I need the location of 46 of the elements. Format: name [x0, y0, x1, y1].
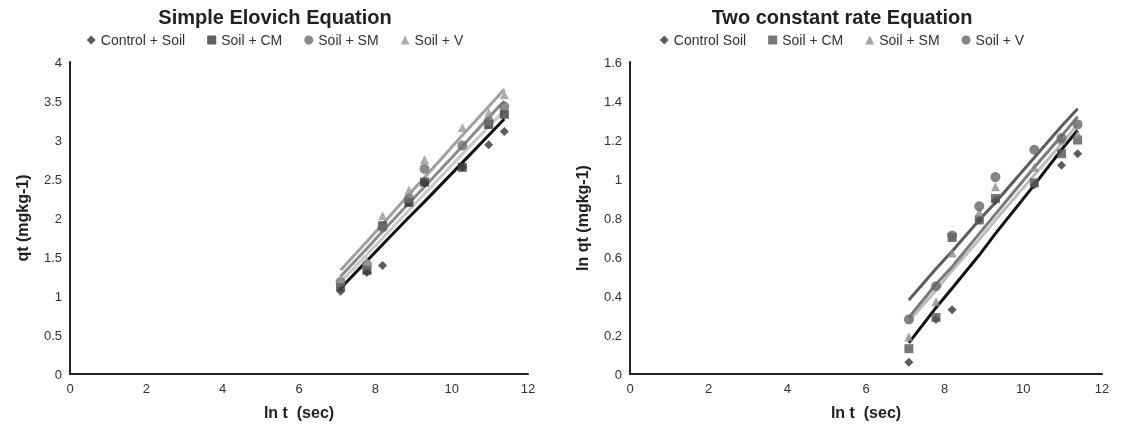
- y-tick-label: 0: [614, 366, 622, 382]
- y-tick-label: 0.2: [603, 327, 622, 343]
- legend-label: Control Soil: [673, 32, 747, 48]
- legend-label: Soil + SM: [879, 32, 940, 48]
- legend-label: Soil + SM: [318, 32, 379, 48]
- chart-title: Two constant rate Equation: [711, 6, 973, 28]
- y-tick-label: 1: [614, 171, 622, 187]
- legend-label: Control + Soil: [100, 32, 186, 48]
- x-tick-label: 2: [705, 381, 713, 396]
- y-tick-label: 1: [54, 288, 62, 304]
- y-tick-label: 0.8: [603, 210, 622, 226]
- y-tick-label: 3: [54, 132, 62, 148]
- x-tick-label: 4: [783, 381, 791, 396]
- y-tick-label: 1.5: [43, 249, 62, 265]
- x-axis-title: ln t (sec): [263, 403, 335, 421]
- legend-label: Soil + CM: [782, 32, 844, 48]
- legend-label: Soil + CM: [221, 32, 283, 48]
- y-tick-label: 4: [54, 54, 62, 70]
- x-axis-title: ln t (sec): [830, 403, 902, 421]
- y-tick-label: 1.4: [603, 93, 622, 109]
- y-tick-label: 1.2: [603, 132, 622, 148]
- y-tick-label: 0.5: [43, 327, 62, 343]
- y-tick-label: 2: [54, 210, 62, 226]
- y-axis-title: qt (mgkg-1): [13, 174, 31, 262]
- x-tick-label: 8: [941, 381, 949, 396]
- y-axis-title: ln qt (mgkg-1): [573, 165, 591, 271]
- y-tick-label: 2.5: [43, 171, 62, 187]
- x-tick-label: 0: [626, 381, 634, 396]
- y-tick-label: 0.6: [603, 249, 622, 265]
- x-tick-label: 8: [371, 381, 379, 396]
- x-tick-label: 10: [444, 381, 459, 396]
- legend-label: Soil + V: [975, 32, 1025, 48]
- y-tick-label: 0.4: [603, 288, 622, 304]
- legend-label: Soil + V: [414, 32, 464, 48]
- y-tick-label: 0: [54, 366, 62, 382]
- x-tick-label: 4: [219, 381, 227, 396]
- y-tick-label: 1.6: [603, 54, 622, 70]
- x-tick-label: 6: [295, 381, 303, 396]
- chart-title: Simple Elovich Equation: [158, 6, 392, 28]
- x-tick-label: 12: [520, 381, 536, 396]
- y-tick-label: 3.5: [43, 93, 62, 109]
- x-tick-label: 2: [142, 381, 150, 396]
- x-tick-label: 10: [1016, 381, 1031, 396]
- x-tick-label: 12: [1094, 381, 1110, 396]
- x-tick-label: 6: [862, 381, 870, 396]
- x-tick-label: 0: [66, 381, 74, 396]
